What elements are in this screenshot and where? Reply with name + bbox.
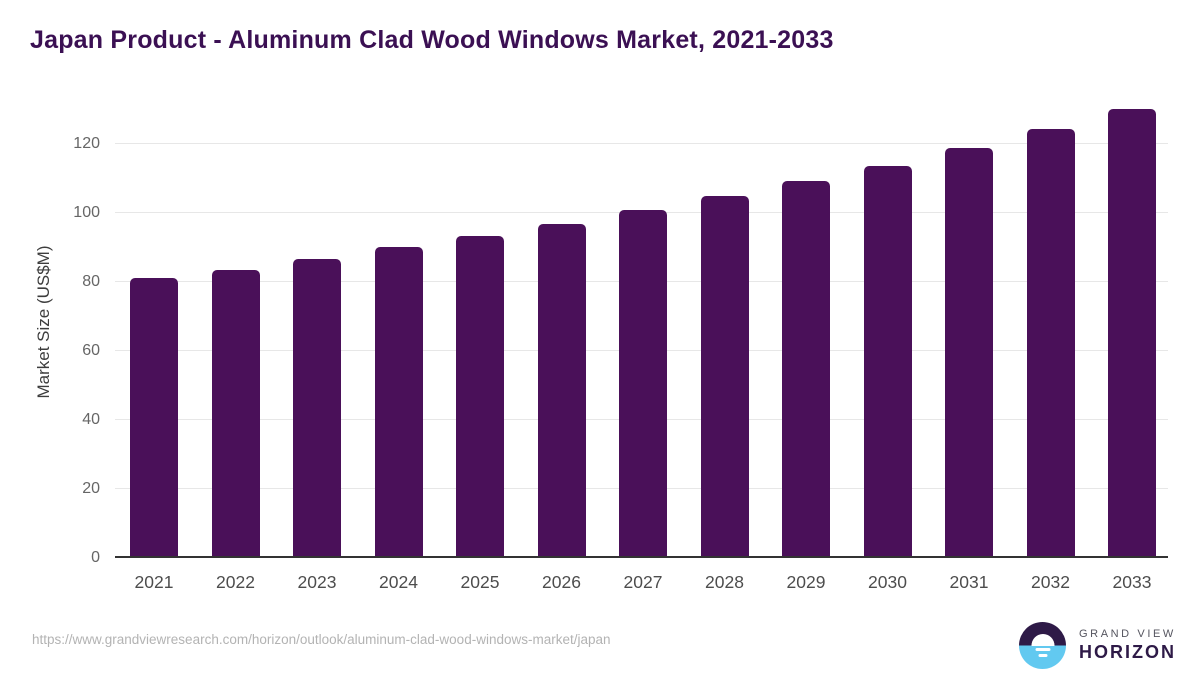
logo-product-name: HORIZON: [1079, 642, 1176, 662]
x-tick-label-2029: 2029: [786, 572, 826, 592]
bar-2021[interactable]: [130, 278, 178, 556]
bar-2026[interactable]: [537, 224, 586, 556]
x-tick-label-2027: 2027: [623, 572, 663, 592]
x-axis-line: [115, 556, 1168, 558]
bar-2028[interactable]: [700, 196, 749, 556]
x-tick-label-2032: 2032: [1031, 572, 1070, 592]
y-axis-title: Market Size (US$M): [34, 245, 53, 399]
sun-icon: [1031, 633, 1054, 646]
bar-2022[interactable]: [211, 270, 260, 556]
x-tick-label-2025: 2025: [460, 572, 500, 592]
bar-2023[interactable]: [293, 259, 341, 556]
y-tick-label-40: 40: [82, 411, 100, 428]
horizon-logo-icon: [1019, 622, 1066, 669]
y-tick-label-0: 0: [91, 549, 100, 566]
bar-2033[interactable]: [1108, 109, 1156, 556]
bar-2025[interactable]: [456, 236, 504, 556]
x-tick-label-2028: 2028: [705, 572, 744, 592]
x-tick-label-2026: 2026: [542, 572, 581, 592]
x-tick-label-2030: 2030: [868, 572, 907, 592]
source-url: https://www.grandviewresearch.com/horizo…: [32, 632, 611, 647]
sun-reflection-line: [1038, 653, 1047, 657]
y-tick-label-120: 120: [73, 135, 100, 152]
y-tick-label-80: 80: [82, 273, 100, 290]
x-tick-label-2022: 2022: [216, 572, 255, 592]
bar-2024[interactable]: [374, 247, 423, 556]
x-tick-label-2033: 2033: [1112, 572, 1152, 592]
x-tick-label-2031: 2031: [949, 572, 989, 592]
logo-text: GRAND VIEW HORIZON: [1079, 628, 1176, 663]
bar-2031[interactable]: [945, 148, 993, 556]
logo-brand-name: GRAND VIEW: [1079, 628, 1176, 640]
grand-view-horizon-logo: GRAND VIEW HORIZON: [1019, 622, 1176, 669]
bar-2027[interactable]: [619, 210, 667, 556]
sun-reflection-line: [1035, 647, 1050, 651]
bar-2032[interactable]: [1026, 129, 1075, 556]
gridline-120: [115, 143, 1168, 144]
x-tick-label-2024: 2024: [379, 572, 418, 592]
plot-area: 0 20 40 60 80 100 120 2021 2022 2023 2024 2025 2026 2…: [73, 95, 1168, 592]
bar-2030[interactable]: [863, 166, 912, 556]
y-tick-label-60: 60: [82, 342, 100, 359]
y-tick-label-20: 20: [82, 480, 100, 497]
x-tick-label-2023: 2023: [297, 572, 337, 592]
chart-title: Japan Product - Aluminum Clad Wood Windo…: [30, 26, 834, 54]
bar-2029[interactable]: [782, 181, 830, 556]
x-tick-label-2021: 2021: [134, 572, 174, 592]
y-tick-label-100: 100: [73, 204, 100, 221]
